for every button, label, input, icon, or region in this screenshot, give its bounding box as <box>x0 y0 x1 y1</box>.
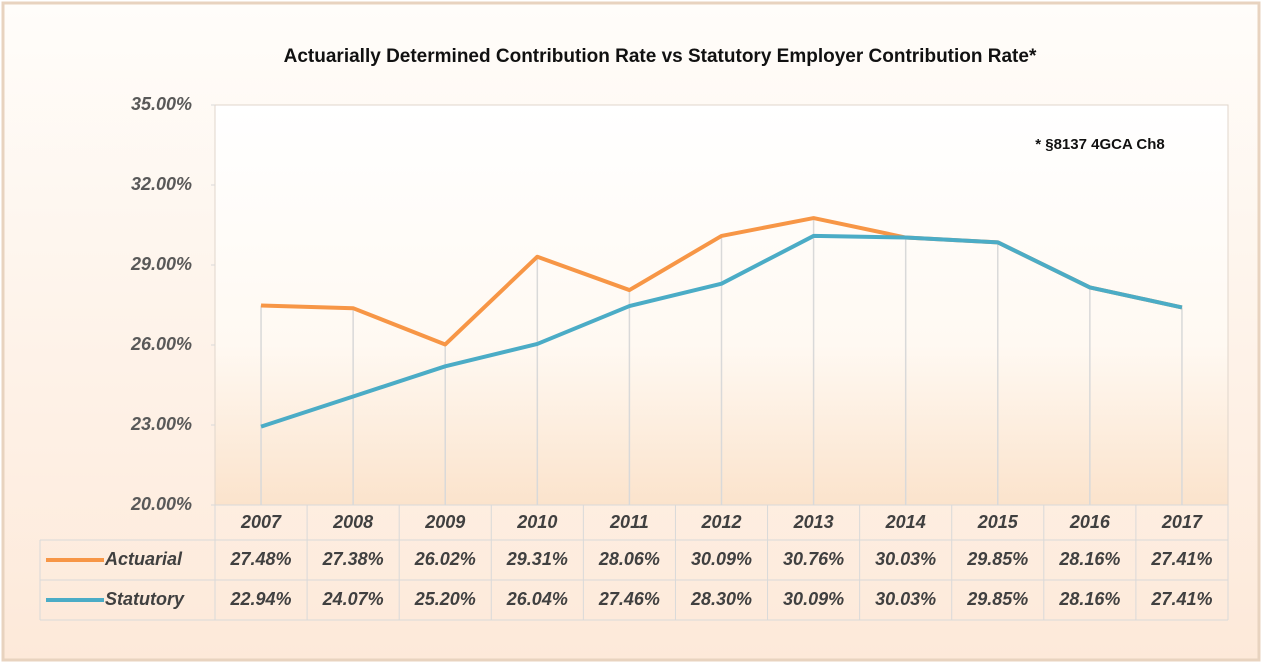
x-tick-label: 2014 <box>885 512 926 532</box>
table-value: 30.09% <box>691 549 752 569</box>
table-value: 27.48% <box>230 549 292 569</box>
table-value: 26.02% <box>414 549 476 569</box>
x-tick-label: 2012 <box>700 512 741 532</box>
annotation: * §8137 4GCA Ch8 <box>1035 136 1165 153</box>
chart-title: Actuarially Determined Contribution Rate… <box>284 46 1037 67</box>
y-tick-label: 23.00% <box>130 414 192 434</box>
x-tick-label: 2009 <box>424 512 465 532</box>
table-value: 27.41% <box>1150 549 1212 569</box>
table-value: 30.03% <box>875 549 936 569</box>
y-tick-label: 26.00% <box>130 334 192 354</box>
table-value: 27.38% <box>322 549 384 569</box>
legend-label: Statutory <box>105 589 185 609</box>
table-value: 22.94% <box>230 589 292 609</box>
series-line <box>260 233 1183 429</box>
table-value: 24.07% <box>322 589 384 609</box>
x-tick-label: 2016 <box>1069 512 1111 532</box>
y-tick-label: 32.00% <box>131 174 192 194</box>
table-value: 30.03% <box>875 589 936 609</box>
legend-label: Actuarial <box>104 549 183 569</box>
x-tick-label: 2011 <box>609 512 649 532</box>
table-value: 28.06% <box>598 549 660 569</box>
table-value: 30.76% <box>783 549 844 569</box>
x-tick-label: 2017 <box>1161 512 1203 532</box>
table-value: 28.16% <box>1058 589 1120 609</box>
table-value: 29.31% <box>506 549 568 569</box>
y-tick-label: 20.00% <box>130 494 192 514</box>
table-value: 29.85% <box>966 549 1028 569</box>
x-tick-label: 2015 <box>977 512 1019 532</box>
y-tick-label: 35.00% <box>131 94 192 114</box>
table-value: 25.20% <box>414 589 476 609</box>
x-tick-label: 2007 <box>240 512 282 532</box>
table-value: 26.04% <box>506 589 568 609</box>
table-value: 29.85% <box>966 589 1028 609</box>
table-value: 27.41% <box>1150 589 1212 609</box>
table-value: 28.30% <box>690 589 752 609</box>
x-tick-label: 2013 <box>793 512 834 532</box>
x-tick-label: 2010 <box>516 512 557 532</box>
x-tick-label: 2008 <box>332 512 373 532</box>
table-value: 28.16% <box>1058 549 1120 569</box>
y-tick-label: 29.00% <box>130 254 192 274</box>
table-value: 27.46% <box>598 589 660 609</box>
table-value: 30.09% <box>783 589 844 609</box>
